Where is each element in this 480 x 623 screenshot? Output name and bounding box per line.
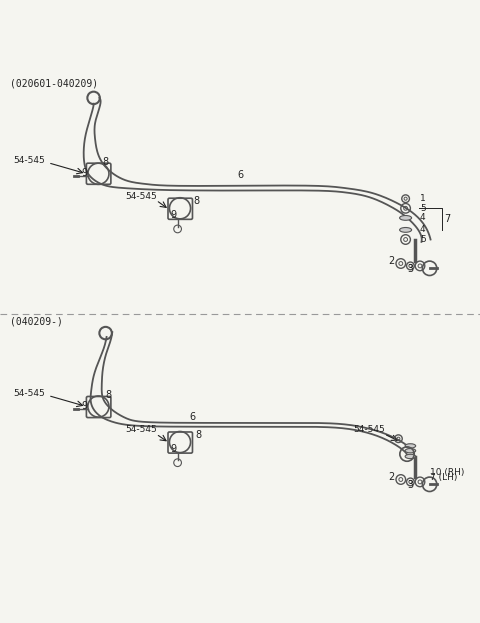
Text: 10 (RH): 10 (RH) (430, 468, 464, 477)
Text: 8: 8 (194, 196, 200, 206)
Text: 1: 1 (420, 194, 426, 203)
Ellipse shape (399, 216, 411, 221)
Text: 9: 9 (171, 211, 177, 221)
Text: 54-545: 54-545 (126, 426, 157, 434)
Text: 2: 2 (388, 472, 395, 482)
Text: 4: 4 (420, 214, 426, 222)
Text: (020601-040209): (020601-040209) (10, 78, 98, 88)
Text: 2: 2 (388, 255, 395, 265)
Text: 9: 9 (81, 401, 87, 411)
Text: 5: 5 (420, 204, 426, 213)
Text: 54-545: 54-545 (126, 192, 157, 201)
Ellipse shape (405, 454, 416, 459)
Text: 3: 3 (408, 480, 413, 490)
Text: 7: 7 (444, 214, 450, 224)
Ellipse shape (405, 444, 416, 448)
Text: 8: 8 (105, 390, 111, 400)
Text: 8: 8 (103, 157, 108, 167)
Text: 3: 3 (408, 264, 413, 274)
Text: 9: 9 (81, 168, 87, 178)
Text: 54-545: 54-545 (354, 426, 385, 434)
Text: 8: 8 (195, 430, 201, 440)
Text: 4: 4 (420, 226, 426, 234)
Text: 54-545: 54-545 (13, 389, 45, 397)
Text: 5: 5 (420, 235, 426, 244)
Text: 9: 9 (171, 444, 177, 454)
Text: 6: 6 (237, 170, 243, 180)
Text: 7 (LH): 7 (LH) (430, 473, 457, 482)
Text: 6: 6 (189, 412, 195, 422)
Ellipse shape (399, 227, 411, 232)
Ellipse shape (405, 449, 416, 453)
Text: (040209-): (040209-) (10, 316, 62, 326)
Text: 54-545: 54-545 (13, 156, 45, 164)
